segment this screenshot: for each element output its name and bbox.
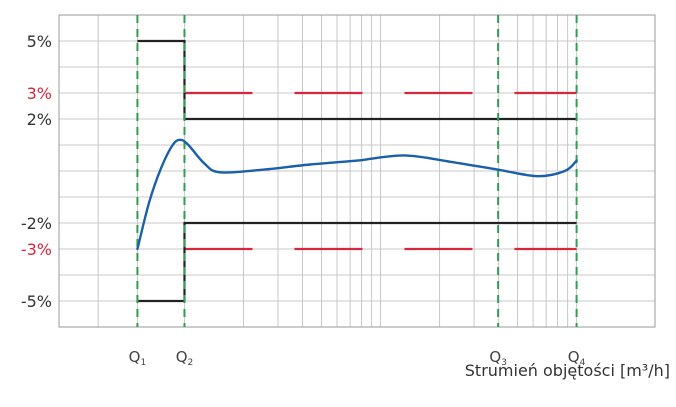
y-tick-label: -3% [21, 240, 52, 259]
q-label-main: Q [568, 348, 580, 366]
error-curve-line [136, 138, 578, 251]
black-limit-lines [137, 39, 577, 303]
plot-frame [58, 14, 656, 328]
y-tick-label: 3% [27, 84, 52, 103]
y-tick-label: -5% [21, 292, 52, 311]
q-label-q3: Q3 [489, 348, 507, 368]
y-tick-label: 5% [27, 32, 52, 51]
q-label-q2: Q2 [176, 348, 194, 368]
q-label-q4: Q4 [568, 348, 586, 368]
q-label-subscript: 2 [188, 358, 194, 368]
black-limit-line [137, 39, 577, 121]
black-limit-line [137, 221, 577, 303]
y-tick-label: 2% [27, 110, 52, 129]
q-label-subscript: 4 [580, 358, 586, 368]
red-limit-lines [184, 91, 577, 251]
q-marker-lines [136, 15, 578, 327]
q-label-main: Q [489, 348, 501, 366]
y-tick-label: -2% [21, 214, 52, 233]
x-axis-title: Strumień objętości [m³/h] [465, 361, 670, 380]
q-label-main: Q [129, 348, 141, 366]
q-label-main: Q [176, 348, 188, 366]
error-curve [136, 138, 578, 251]
q-label-subscript: 3 [501, 358, 507, 368]
q-label-q1: Q1 [129, 348, 147, 368]
q-label-subscript: 1 [140, 358, 146, 368]
q-labels: Q1 Q2 Q3 Q4 [129, 348, 586, 368]
y-tick-labels: 5% 3% 2% -2% -3% -5% [21, 32, 52, 311]
